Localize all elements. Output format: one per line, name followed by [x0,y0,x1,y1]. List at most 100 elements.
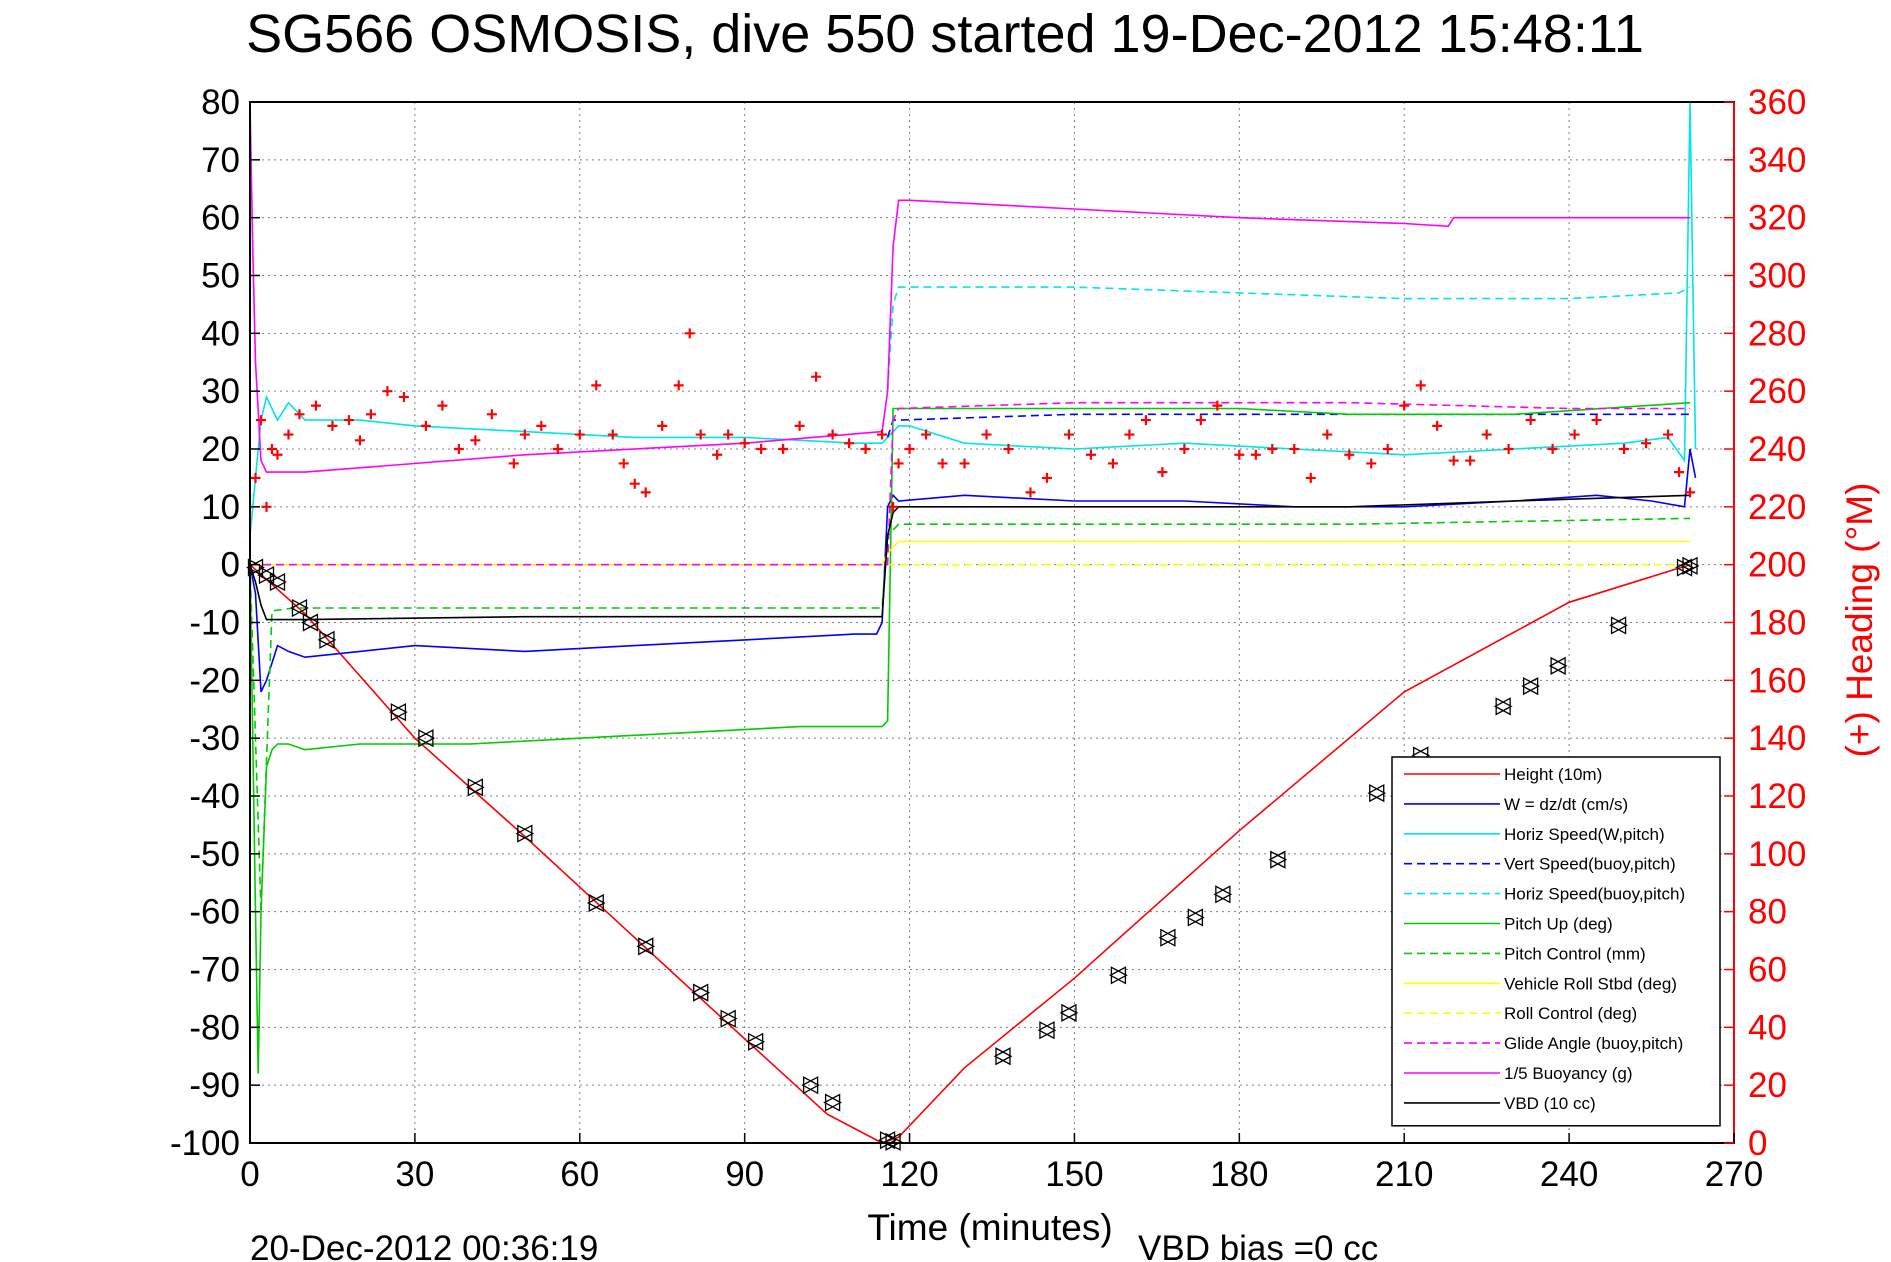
heading-point [860,444,871,454]
heading-point [1063,429,1074,440]
height-marker [993,1047,1013,1066]
heading-point [536,420,547,431]
heading-point [1547,444,1558,454]
footer-vbd-bias: VBD bias =0 cc [1138,1229,1378,1262]
heading-point [1366,458,1377,469]
y-tick-label: 30 [201,372,240,411]
heading-point [673,380,684,391]
height-marker [1548,656,1568,675]
y2-tick-label: 280 [1748,314,1806,353]
series-line-3 [886,413,1690,438]
y2-tick-label: 360 [1748,83,1806,122]
heading-point [354,435,365,446]
legend-label: Pitch Up (deg) [1504,915,1613,934]
heading-point [1157,467,1168,478]
y2-tick-label: 240 [1748,430,1806,469]
height-markers [246,556,1700,1151]
legend-label: Horiz Speed(W,pitch) [1504,825,1665,844]
legend-item: Vert Speed(buoy,pitch) [1404,855,1676,874]
footer-timestamp: 20-Dec-2012 00:36:19 [250,1229,598,1262]
height-marker [1268,850,1288,869]
y-tick-label: -70 [189,951,240,990]
x-tick-label: 90 [725,1155,764,1194]
heading-point [365,409,376,420]
heading-point [756,444,767,454]
y-tick-label: -60 [189,893,240,932]
heading-markers [250,328,1696,512]
heading-point [1382,444,1393,454]
y-tick-label: -50 [189,835,240,874]
height-marker [1521,677,1541,696]
legend-label: Pitch Control (mm) [1504,944,1646,963]
height-marker [823,1093,842,1112]
height-marker [586,893,606,913]
y-tick-label: 20 [201,430,240,469]
legend-box [1391,756,1721,1127]
heading-point [486,409,497,420]
heading-point [1003,444,1014,454]
heading-point [255,415,266,426]
heading-point [723,429,734,440]
height-marker [636,937,656,956]
y-tick-label: 70 [201,141,240,180]
x-tick-label: 60 [560,1155,599,1194]
series-line-11 [249,494,1691,621]
y2-axis-label: (+) Heading (°M) [1839,483,1880,758]
heading-point [1674,467,1685,478]
height-marker [883,1132,903,1151]
heading-point [1267,444,1278,454]
y2-tick-label: 40 [1748,1008,1787,1047]
y2-tick-label: 0 [1748,1124,1767,1163]
chart-title: SG566 OSMOSIS, dive 550 started 19-Dec-2… [246,4,1644,64]
series-lines [249,101,1697,1144]
legend-item: W = dz/dt (cm/s) [1404,795,1628,814]
height-marker [1609,616,1628,635]
height-marker [746,1032,766,1051]
legend-label: Roll Control (deg) [1504,1004,1637,1023]
heading-point [684,328,695,339]
heading-point [1448,455,1459,466]
heading-point [893,458,904,469]
y-tick-label: -90 [189,1066,240,1105]
y2-tick-label: 100 [1748,835,1806,874]
legend-label: VBD (10 cc) [1504,1094,1596,1113]
y2-tick-label: 320 [1748,199,1806,238]
y2-tick-label: 180 [1748,604,1806,643]
y-tick-label: -10 [189,604,240,643]
heading-point [1344,449,1355,460]
series-line-4 [886,286,1691,392]
height-marker [1158,928,1178,947]
heading-point [1415,380,1426,391]
heading-point [888,501,899,512]
heading-point [1041,472,1052,483]
heading-point [1212,400,1223,411]
heading-point [657,420,668,431]
x-tick-label: 270 [1705,1155,1763,1194]
y2-tick-label: 220 [1748,488,1806,527]
series-line-9 [250,401,1690,566]
height-marker [389,703,408,722]
heading-point [1525,415,1536,426]
heading-point [827,429,838,440]
y2-tick-label: 200 [1748,546,1806,585]
height-marker [718,1009,738,1028]
heading-point [1399,400,1410,411]
legend-label: Height (10m) [1504,765,1602,784]
heading-point [607,429,618,440]
heading-point [437,400,448,411]
heading-point [1322,429,1333,440]
legend-item: Vehicle Roll Stbd (deg) [1404,974,1677,993]
legend-item: Horiz Speed(W,pitch) [1404,825,1665,844]
y-tick-label: 10 [201,488,240,527]
heading-point [778,444,789,454]
heading-point [1619,444,1630,454]
y-tick-label: 0 [221,546,240,585]
heading-point [959,458,970,469]
x-tick-label: 30 [395,1155,434,1194]
legend-item: VBD (10 cc) [1404,1094,1596,1113]
heading-point [618,458,629,469]
heading-point [695,429,706,440]
heading-point [519,429,530,440]
legend-label: W = dz/dt (cm/s) [1504,795,1628,814]
heading-point [1305,472,1316,483]
